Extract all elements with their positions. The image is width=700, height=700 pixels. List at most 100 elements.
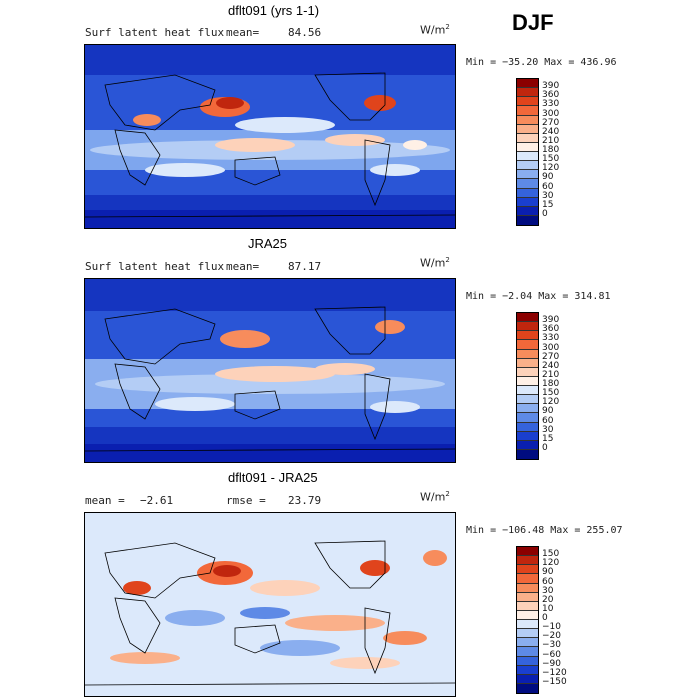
colorbar-tick-label: 20 (542, 594, 554, 605)
colorbar-swatch (517, 629, 538, 639)
colorbar-swatch (517, 206, 538, 216)
colorbar-swatch (517, 449, 538, 459)
colorbar-tick-label: 180 (542, 145, 560, 155)
colorbar-swatch (517, 404, 538, 414)
colorbar-tick-label: 210 (542, 135, 560, 146)
colorbar-tick-label: −120 (542, 667, 567, 678)
colorbar-tick-label: 270 (542, 117, 560, 128)
panel-1-colorbar (516, 78, 539, 226)
season-label: DJF (512, 10, 554, 35)
colorbar-tick-label: 300 (542, 108, 560, 119)
panel-1-variable-label: Surf latent heat flux (85, 26, 225, 39)
colorbar-tick-label: 330 (542, 333, 560, 344)
colorbar-tick-label: −10 (542, 622, 561, 633)
colorbar-tick-label: 60 (542, 415, 554, 426)
colorbar-swatch (517, 133, 538, 143)
colorbar-swatch (517, 215, 538, 225)
colorbar-swatch (517, 161, 538, 171)
colorbar-tick-label: 330 (542, 99, 560, 110)
colorbar-swatch (517, 422, 538, 432)
colorbar-swatch (517, 142, 538, 152)
colorbar-tick-label: 390 (542, 315, 560, 326)
colorbar-tick-label: 300 (542, 342, 560, 353)
colorbar-swatch (517, 331, 538, 341)
colorbar-swatch (517, 340, 538, 350)
colorbar-tick-label: 60 (542, 576, 554, 587)
colorbar-swatch (517, 124, 538, 134)
colorbar-swatch (517, 188, 538, 198)
colorbar-swatch (517, 322, 538, 332)
colorbar-tick-label: 270 (542, 351, 560, 362)
colorbar-tick-label: 0 (542, 442, 548, 453)
colorbar-swatch (517, 313, 538, 323)
panel-3-mean-label: mean = (85, 494, 125, 507)
colorbar-swatch (517, 376, 538, 386)
colorbar-tick-label: 10 (542, 603, 554, 614)
colorbar-tick-label: 15 (542, 199, 554, 210)
colorbar-swatch (517, 358, 538, 368)
panel-3-title: dflt091 - JRA25 (228, 470, 318, 485)
colorbar-tick-label: 120 (542, 163, 560, 174)
panel-3-rmse-label: rmse = (226, 494, 266, 507)
panel-3-rmse-value: 23.79 (288, 494, 322, 507)
colorbar-swatch (517, 88, 538, 98)
panel-3-map (84, 512, 456, 697)
panel-2-title: JRA25 (248, 236, 288, 251)
colorbar-tick-label: 360 (542, 90, 560, 101)
colorbar-swatch (517, 683, 538, 693)
colorbar-tick-label: −60 (542, 649, 561, 660)
colorbar-tick-label: 150 (542, 388, 560, 399)
colorbar-tick-label: 15 (542, 433, 554, 444)
panel-1-mean-label: mean= (226, 26, 260, 39)
colorbar-swatch (517, 574, 538, 584)
colorbar-swatch (517, 620, 538, 630)
colorbar-tick-label: 150 (542, 154, 560, 165)
colorbar-tick-label: 210 (542, 369, 560, 380)
colorbar-tick-label: 120 (542, 558, 560, 569)
colorbar-swatch (517, 601, 538, 611)
panel-2-mean-value: 87.17 (288, 260, 322, 273)
panel-3-mean-value: −2.61 (140, 494, 174, 507)
colorbar-swatch (517, 106, 538, 116)
colorbar-swatch (517, 638, 538, 648)
colorbar-tick-label: 0 (542, 208, 548, 219)
colorbar-tick-label: −30 (542, 640, 561, 651)
colorbar-tick-label: 360 (542, 324, 560, 335)
colorbar-swatch (517, 386, 538, 396)
colorbar-swatch (517, 152, 538, 162)
panel-2-colorbar (516, 312, 539, 460)
panel-2-units: W/m2 (420, 256, 450, 270)
panel-2-variable-label: Surf latent heat flux (85, 260, 225, 273)
colorbar-tick-label: 30 (542, 424, 554, 435)
colorbar-tick-label: 0 (542, 613, 548, 623)
colorbar-swatch (517, 610, 538, 620)
colorbar-tick-label: 240 (542, 126, 560, 137)
colorbar-swatch (517, 395, 538, 405)
colorbar-swatch (517, 565, 538, 575)
colorbar-tick-label: 150 (542, 549, 560, 560)
colorbar-swatch (517, 349, 538, 359)
colorbar-swatch (517, 170, 538, 180)
colorbar-swatch (517, 592, 538, 602)
colorbar-swatch (517, 413, 538, 423)
colorbar-swatch (517, 179, 538, 189)
panel-3-colorbar (516, 546, 539, 694)
colorbar-swatch (517, 665, 538, 675)
colorbar-swatch (517, 115, 538, 125)
colorbar-tick-label: 180 (542, 379, 560, 389)
colorbar-tick-label: 30 (542, 585, 554, 596)
panel-1-map (84, 44, 456, 229)
colorbar-swatch (517, 656, 538, 666)
panel-3-stats: Min = −106.48 Max = 255.07 (466, 525, 623, 536)
colorbar-tick-label: 60 (542, 181, 554, 192)
colorbar-swatch (517, 367, 538, 377)
colorbar-swatch (517, 197, 538, 207)
colorbar-swatch (517, 547, 538, 557)
colorbar-tick-label: −90 (542, 658, 561, 669)
panel-1-units: W/m2 (420, 23, 450, 37)
colorbar-tick-label: −20 (542, 631, 561, 642)
colorbar-tick-label: 90 (542, 567, 554, 578)
colorbar-tick-label: 90 (542, 406, 554, 417)
colorbar-swatch (517, 97, 538, 107)
colorbar-swatch (517, 583, 538, 593)
